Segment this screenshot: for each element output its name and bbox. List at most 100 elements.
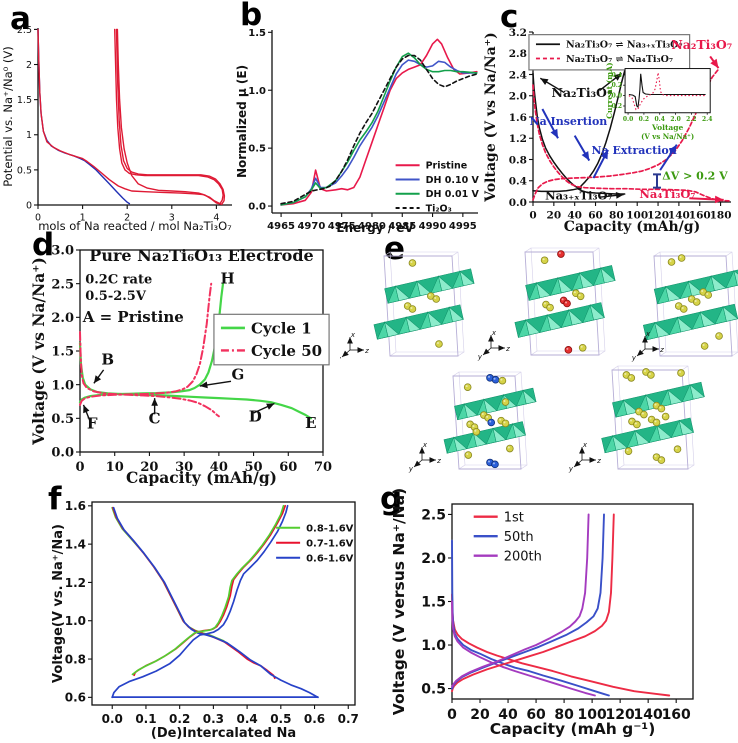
chart-f-canvas: 0.0 0.1 0.2 0.3 0.4 0.5 0.6 0.7 0.6 0.8 1.0 1.2 1.4 1… [51,499,359,741]
legend-label: Cycle 1 [251,319,312,337]
x-tick-label: 4975 [328,221,356,232]
x-tick-label: 4970 [297,221,325,232]
atom-y [498,376,507,385]
atom-highlight [410,307,413,309]
x-tick-label: 20 [140,460,158,475]
x-tick-label: 20 [547,210,562,222]
atom-highlight [701,290,704,292]
arrow-head-icon [429,457,436,463]
atom-y [576,292,585,301]
panel-label-g: g [380,481,403,517]
x-tick-label: 0.0 [102,712,123,726]
atom-highlight [499,418,502,421]
x-tick-label: 3 [169,213,175,224]
atom-y [408,259,417,267]
y-tick-label: 2.5 [51,277,74,292]
atom-highlight [481,413,484,416]
x-tick-label: 160 [689,210,711,222]
x-axis-title: mols of Na reacted / mol Na₂Ti₃O₇ [38,219,232,233]
arrow-head-icon [498,345,505,351]
annotation-text: C [149,410,161,428]
atom-highlight [624,372,627,375]
inset-y-title: Current (mA) [605,62,614,118]
legend-label: 0.7-1.6V [306,538,354,549]
atom-highlight [410,261,413,263]
panel-label-b: b [240,0,263,33]
crystal-structure [642,251,738,357]
atom-b [491,375,500,384]
atom-highlight [507,446,510,449]
atom-y [657,404,666,413]
crystal-structure [443,371,537,470]
atom-highlight [405,304,408,306]
atom-highlight [689,297,692,299]
y-tick-label: 2.5 [17,25,32,36]
arrow-head-icon [581,151,590,161]
unit-cell [452,375,522,470]
y-tick-label: 0.5 [421,682,446,698]
legend-label: DH 0.10 V [426,175,480,186]
panel-d-chart: 0 10 20 30 40 50 60 70 0.0 0.5 1.0 1.5 2.0 2.5 3.0 Capa… [28,236,360,486]
legend-label: Na₂Ti₃O₇ ⇌ Na₃₊ₓTi₃O₇ [566,40,683,51]
unit-cell-edge [731,351,738,357]
atom-highlight [500,378,503,381]
polyhedra-slab [642,303,738,341]
arrow-head-icon [199,381,208,389]
legend-border [213,313,330,366]
x-axis-title: Capacity (mAh/g) [126,468,277,486]
atom-y [677,369,685,377]
atom-highlight [659,458,662,461]
arrow-head-icon [83,404,90,414]
atom-highlight [694,300,697,302]
annotation-text: F [87,414,98,432]
axis-z-label: z [436,457,441,465]
series-black-plateau [532,187,626,195]
atom-highlight [573,291,576,294]
polyhedra-slab [443,421,527,454]
axis-x-label: x [350,331,356,339]
atom-highlight [641,412,644,415]
atom-y [657,456,666,464]
atom-highlight [676,304,679,306]
legend: Na₂Ti₃O₇ ⇌ Na₃₊ₓTi₃O₇ Na₂Ti₃O₇ ⇌ Na₄Ti₃O₇ [528,34,691,71]
y-tick-label: 1.2 [65,576,86,590]
axis-x-label: x [582,441,588,449]
unit-cell-edge [592,247,600,253]
x-tick-label: 100 [626,210,648,222]
y-tick-label: 1.5 [17,95,32,106]
y-tick-label: 0.0 [248,202,266,213]
unit-cell-edge [611,365,619,371]
annotation-text: B [101,350,114,368]
unit-cell-edge [530,350,538,356]
y-tick-label: 2.0 [421,551,446,567]
atom-highlight [681,307,684,309]
y-axis-title: Voltage(V vs. Na⁺/Na) [51,524,66,683]
x-tick-label: 40 [567,210,582,222]
legend-label: 200th [504,549,542,564]
unit-cell-edge [681,365,689,371]
atom-highlight [578,294,581,297]
y-tick-label: 3.0 [51,244,74,259]
y-tick-label: 1.5 [51,345,74,360]
annotation-text: D [249,408,262,426]
atom-y [692,298,701,306]
y-axis-title: Voltage (V vs Na/Na⁺) [29,257,48,446]
crystal-structures-canvas: xzyxzyxzyxzyxzy [340,247,738,473]
y-axis-title: Potential vs. Na⁺/Na⁰ (V) [1,46,15,187]
axis-x-label: x [491,329,497,337]
annotation-text: Na₂Ti₃O₇ [671,37,732,52]
atom-y [661,412,670,421]
arrow-head-icon [151,398,158,406]
polyhedra-slab [454,387,537,421]
panel-e-structures: xzyxzyxzyxzyxzy [340,236,738,486]
polyhedra-slab [653,267,738,305]
unit-cell-edge [687,464,695,470]
x-tick-label: 80 [609,210,624,222]
atom-highlight [561,298,564,301]
atom-y [408,305,417,313]
y-tick-label: 0.4 [509,176,527,188]
axis-y-label: y [477,353,483,361]
annotation-text: Na₄Ti₃O₇ [639,187,695,201]
